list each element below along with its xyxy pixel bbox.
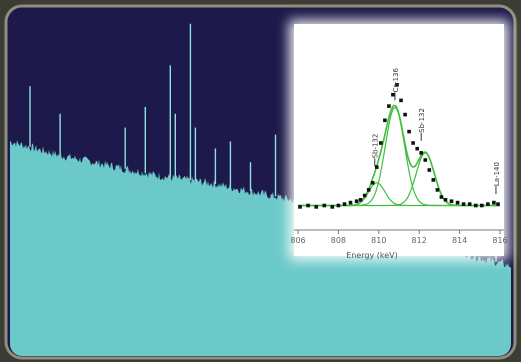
data-point	[379, 141, 383, 145]
data-point	[474, 203, 478, 208]
data-point	[322, 203, 327, 208]
data-point	[439, 195, 444, 199]
inset-x-tick-label: 812	[412, 236, 427, 245]
data-point	[395, 83, 399, 87]
data-point	[411, 141, 415, 145]
data-point	[387, 104, 391, 108]
inset-x-tick-label: 816	[492, 236, 507, 245]
inset-x-tick-label: 808	[331, 236, 346, 245]
data-point	[486, 202, 490, 206]
data-point	[362, 193, 367, 198]
peak-annotation-label: Cs-136	[392, 67, 400, 92]
data-point	[407, 129, 411, 134]
data-point	[314, 205, 318, 209]
data-point	[342, 202, 347, 206]
data-point	[423, 158, 428, 162]
data-point	[370, 181, 375, 185]
data-point	[366, 188, 371, 192]
data-point	[298, 205, 302, 209]
data-point	[443, 198, 448, 202]
data-point	[306, 203, 310, 208]
data-point	[330, 205, 335, 209]
data-point	[336, 203, 341, 208]
data-point	[375, 165, 379, 169]
peak-annotation-label: Sb-132	[418, 108, 426, 133]
data-point	[403, 112, 407, 117]
data-point	[391, 92, 395, 97]
spectrum-area	[10, 140, 511, 356]
inset-x-tick-label: 814	[452, 236, 467, 245]
data-point	[348, 200, 353, 205]
data-point	[431, 178, 436, 182]
data-point	[427, 168, 432, 172]
inset-content: 806 808 810 812 814 816 Sb-132 Cs-136 Sb-132 La-1…	[290, 67, 507, 245]
inset-plot: 806 808 810 812 814 816 Sb-132 Cs-136 Sb-132 La-1…	[289, 20, 509, 260]
data-point	[383, 118, 387, 123]
data-point	[455, 200, 460, 205]
peak-annotation-label: Sb-132	[372, 134, 380, 159]
peak-annotation-label: La-140	[493, 162, 501, 186]
data-point	[415, 146, 419, 151]
data-point	[399, 98, 403, 103]
data-point	[461, 202, 466, 206]
data-point	[449, 199, 454, 203]
inset-background	[294, 24, 504, 256]
inset-x-axis-label: Energy (keV)	[346, 251, 398, 260]
data-point	[354, 199, 359, 203]
data-point	[492, 200, 496, 205]
data-point	[480, 203, 484, 208]
inset-x-tick-label: 806	[290, 236, 305, 245]
data-point	[435, 188, 440, 192]
data-point	[419, 151, 423, 155]
data-point	[358, 198, 363, 202]
data-point	[496, 202, 500, 206]
data-point	[467, 202, 472, 206]
inset-x-tick-label: 810	[371, 236, 386, 245]
